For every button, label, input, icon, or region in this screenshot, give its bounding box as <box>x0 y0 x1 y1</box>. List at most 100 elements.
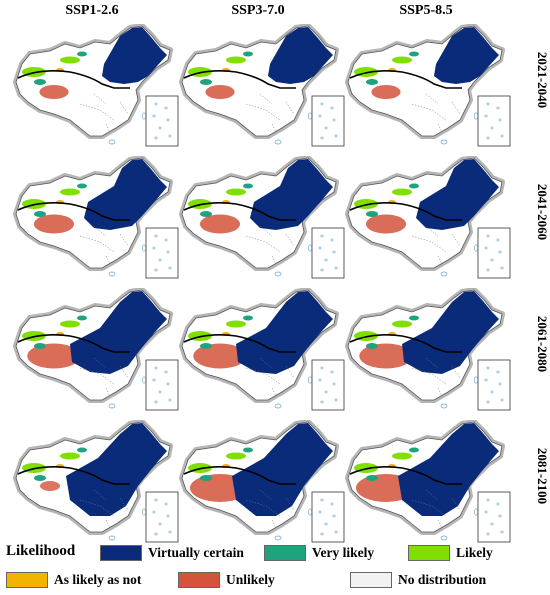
south-china-sea-inset <box>145 491 179 543</box>
map-panel-ssp370-2041-2060 <box>176 156 351 284</box>
column-header-ssp585: SSP5-8.5 <box>399 3 453 18</box>
taiwan-island <box>308 508 312 516</box>
island-mark <box>496 370 500 374</box>
island-mark <box>154 532 158 536</box>
map-panel-ssp126-2061-2080 <box>10 288 185 416</box>
island-mark <box>324 522 328 526</box>
column-header-ssp126: SSP1-2.6 <box>65 3 119 18</box>
island-mark <box>320 268 324 272</box>
map-panel-ssp585-2081-2100 <box>342 420 517 548</box>
island-mark <box>166 118 170 122</box>
hainan-island <box>440 535 448 541</box>
legend-item-no-distribution: No distribution <box>350 570 486 590</box>
unlikely-area <box>33 214 75 234</box>
island-mark <box>158 126 162 130</box>
boundary-line <box>183 202 296 221</box>
taiwan-island <box>474 508 478 516</box>
china-map <box>345 156 511 279</box>
taiwan-island <box>142 376 146 384</box>
boundary-line <box>183 70 296 89</box>
island-mark <box>332 382 336 386</box>
island-mark <box>484 246 488 250</box>
very-likely-area <box>77 447 87 453</box>
island-mark <box>318 510 322 514</box>
island-mark <box>154 234 158 238</box>
hainan-island <box>274 535 282 541</box>
boundary-line <box>17 202 130 221</box>
hainan-island <box>440 139 448 145</box>
island-mark <box>490 390 494 394</box>
very-likely-area <box>409 315 419 321</box>
island-mark <box>500 266 504 270</box>
unlikely-area <box>39 85 69 99</box>
island-mark <box>154 136 158 140</box>
virtually-certain-area <box>250 159 333 230</box>
boundary-line <box>17 334 130 353</box>
island-mark <box>486 102 490 106</box>
island-mark <box>496 238 500 242</box>
boundary-line <box>183 334 296 353</box>
taiwan-island <box>308 376 312 384</box>
island-mark <box>168 530 172 534</box>
island-mark <box>330 370 334 374</box>
island-mark <box>490 126 494 130</box>
legend-swatch <box>264 545 306 561</box>
island-mark <box>320 400 324 404</box>
island-mark <box>324 390 328 394</box>
island-mark <box>158 522 162 526</box>
island-mark <box>152 378 156 382</box>
island-mark <box>320 102 324 106</box>
china-map <box>179 24 345 147</box>
island-mark <box>324 126 328 130</box>
island-mark <box>166 514 170 518</box>
island-mark <box>500 530 504 534</box>
taiwan-island <box>474 244 478 252</box>
likely-area <box>226 56 246 64</box>
south-china-sea-inset <box>477 95 511 147</box>
island-mark <box>334 266 338 270</box>
row-label-2041-2060: 2041-2060 <box>535 183 550 241</box>
island-mark <box>320 498 324 502</box>
island-mark <box>154 102 158 106</box>
legend-item-virtually-certain: Virtually certain <box>100 543 244 563</box>
island-mark <box>330 106 334 110</box>
island-mark <box>500 398 504 402</box>
virtually-certain-area <box>232 423 333 516</box>
very-likely-area <box>34 475 46 481</box>
taiwan-island <box>308 112 312 120</box>
island-mark <box>158 258 162 262</box>
very-likely-area <box>200 79 212 85</box>
legend-item-unlikely: Unlikely <box>178 570 275 590</box>
hainan-island <box>440 403 448 409</box>
legend-label: Likely <box>456 545 493 560</box>
taiwan-island <box>142 508 146 516</box>
island-mark <box>152 114 156 118</box>
very-likely-area <box>34 343 46 349</box>
legend-label: Unlikely <box>226 572 275 587</box>
virtually-certain-area <box>398 423 499 516</box>
legend-swatch <box>408 545 450 561</box>
island-mark <box>490 522 494 526</box>
virtually-certain-area <box>84 159 167 230</box>
legend-label: As likely as not <box>54 572 142 587</box>
very-likely-area <box>409 51 419 57</box>
very-likely-area <box>200 343 212 349</box>
very-likely-area <box>77 315 87 321</box>
china-map <box>13 24 179 147</box>
likely-area <box>226 452 246 460</box>
very-likely-area <box>243 315 253 321</box>
china-map <box>179 156 345 279</box>
island-mark <box>154 400 158 404</box>
south-china-sea-inset <box>477 227 511 279</box>
hainan-island <box>108 271 116 277</box>
very-likely-area <box>409 183 419 189</box>
boundary-line <box>349 202 462 221</box>
likely-area <box>392 452 412 460</box>
island-mark <box>498 250 502 254</box>
hainan-island <box>274 403 282 409</box>
legend-title: Likelihood <box>6 543 76 559</box>
island-mark <box>486 234 490 238</box>
south-china-sea-inset <box>311 359 345 411</box>
virtually-certain-area <box>236 291 333 374</box>
taiwan-island <box>308 244 312 252</box>
